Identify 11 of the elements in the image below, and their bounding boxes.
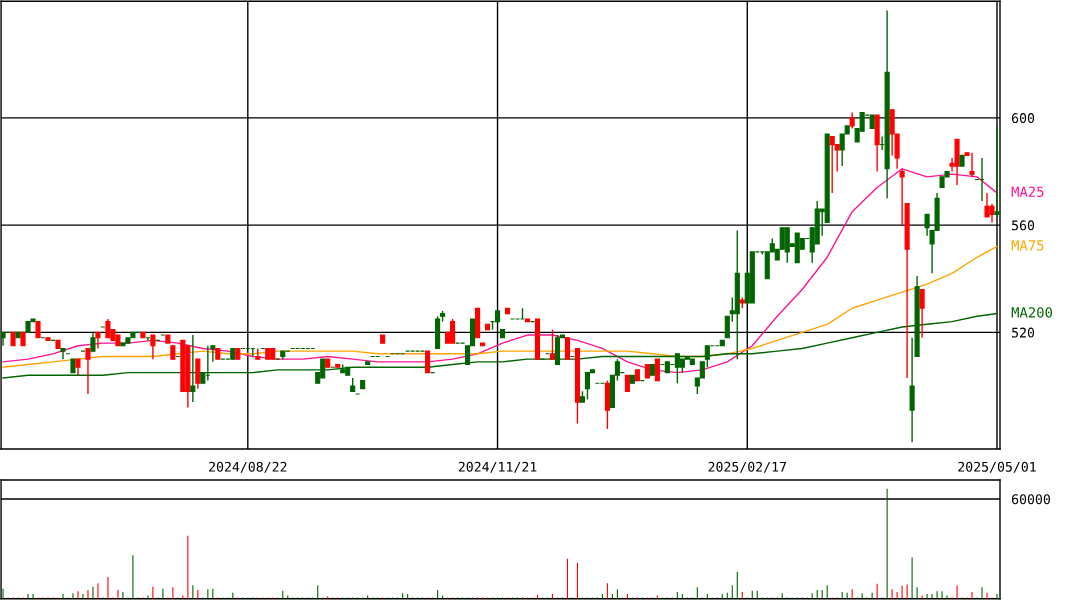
series-label: MA25 <box>1011 186 1044 197</box>
x-tick-label: 2025/05/01 <box>958 461 1036 473</box>
series-label: MA200 <box>1011 307 1053 318</box>
x-tick-label: 2024/08/22 <box>209 461 287 473</box>
x-tick-label: 2024/11/21 <box>458 461 537 473</box>
y-tick-label: 600 <box>1011 113 1035 124</box>
y-tick-label: 60000 <box>1011 494 1050 505</box>
y-tick-label: 520 <box>1012 327 1035 338</box>
x-tick-label: 2025/02/17 <box>708 461 786 473</box>
series-label: MA75 <box>1011 240 1044 251</box>
y-tick-label: 560 <box>1012 220 1035 231</box>
